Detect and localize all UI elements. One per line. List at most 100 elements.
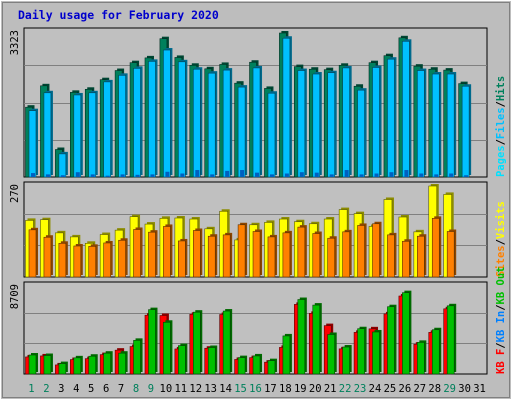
x-tick-label: 20: [309, 383, 322, 395]
bar-sites: [267, 234, 277, 278]
bar-sites: [28, 227, 38, 278]
bar-sites: [43, 235, 53, 278]
bar-files: [103, 79, 113, 178]
legend-kbytes: KB F/KB In/KB Out: [495, 267, 507, 375]
bar-files: [88, 90, 98, 178]
x-tick-label: 18: [279, 383, 292, 395]
bar-pages: [269, 174, 274, 177]
bar-kb-out: [312, 303, 322, 375]
bar-files: [342, 65, 352, 178]
bar-sites: [357, 223, 367, 278]
x-tick-label: 19: [294, 383, 307, 395]
legend-entry: KB F: [495, 349, 507, 374]
bar-sites: [58, 241, 68, 278]
bar-kb-out: [327, 332, 337, 375]
bar-kb-out: [297, 297, 307, 375]
bar-pages: [374, 173, 379, 177]
bar-sites: [372, 221, 382, 278]
bar-kb-out: [237, 355, 248, 375]
bar-pages: [344, 170, 349, 177]
bar-pages: [120, 174, 125, 177]
x-tick-label: 27: [413, 383, 426, 395]
bar-files: [461, 84, 472, 178]
bar-kb-out: [163, 320, 173, 375]
bar-pages: [404, 170, 409, 177]
bar-kb-out: [387, 304, 397, 375]
chart-panels: 3323Pages/Files/Hits270Sites/Visits8709K…: [9, 27, 507, 375]
bar-kb-out: [118, 351, 128, 375]
bar-files: [148, 59, 158, 178]
bar-sites: [252, 229, 263, 278]
legend-visits-sites: Sites/Visits: [495, 201, 507, 277]
x-tick-label: 23: [354, 383, 367, 395]
legend-entry: Pages: [495, 145, 507, 177]
y-max-label: 270: [9, 184, 21, 203]
legend-entry: Files: [495, 107, 507, 139]
x-tick-label: 31: [473, 383, 486, 395]
bar-files: [252, 65, 263, 178]
bar-kb-out: [148, 307, 158, 375]
bar-kb-out: [417, 340, 427, 375]
x-tick-label: 17: [264, 383, 277, 395]
x-tick-label: 4: [73, 383, 79, 395]
bar-kb-out: [43, 353, 53, 375]
bar-kb-out: [357, 326, 367, 375]
bar-files: [118, 73, 128, 178]
x-tick-label: 8: [133, 383, 139, 395]
bar-pages: [299, 172, 304, 177]
legend-entry: /: [495, 139, 507, 145]
x-tick-label: 3: [58, 383, 64, 395]
bar-pages: [464, 175, 469, 177]
bar-sites: [192, 228, 203, 278]
bar-files: [73, 92, 83, 178]
bar-kb-out: [178, 343, 188, 375]
x-tick-label: 12: [189, 383, 202, 395]
bar-pages: [105, 175, 110, 177]
legend-entry: KB Out: [495, 267, 507, 305]
bar-pages: [359, 174, 364, 177]
bar-sites: [178, 238, 188, 278]
bar-kb-out: [252, 353, 263, 375]
x-tick-label: 5: [88, 383, 94, 395]
bar-sites: [327, 236, 337, 278]
bar-kb-out: [207, 345, 218, 375]
x-tick-label: 30: [458, 383, 471, 395]
bar-pages: [225, 170, 230, 177]
bar-sites: [446, 229, 457, 278]
bar-pages: [165, 171, 170, 177]
legend-entry: KB In: [495, 311, 507, 343]
bar-sites: [417, 234, 427, 278]
bar-files: [431, 72, 442, 178]
bar-sites: [431, 216, 442, 278]
bar-pages: [210, 174, 215, 177]
x-tick-label: 13: [204, 383, 217, 395]
bar-sites: [297, 225, 307, 278]
legend-entry: Hits: [495, 76, 507, 101]
bar-pages: [90, 174, 95, 177]
x-tick-label: 10: [160, 383, 173, 395]
bar-sites: [342, 229, 352, 278]
legend-hits-files-pages: Pages/Files/Hits: [495, 76, 507, 177]
bar-sites: [133, 227, 143, 278]
bar-kb-out: [58, 361, 68, 375]
bar-sites: [73, 243, 83, 278]
x-tick-label: 7: [118, 383, 124, 395]
bar-sites: [282, 230, 292, 278]
legend-entry: /: [495, 239, 507, 245]
bar-files: [192, 67, 203, 178]
x-tick-label: 16: [249, 383, 262, 395]
bar-pages: [150, 174, 155, 177]
bar-files: [312, 72, 322, 178]
bar-pages: [419, 173, 424, 177]
bar-pages: [135, 174, 140, 177]
bar-kb-out: [222, 309, 233, 375]
bar-kb-out: [267, 358, 277, 375]
bar-files: [282, 36, 292, 178]
x-axis-labels: 1 2 3 4 5 6 7 8 9 10 11 12 13 14 15 16 17 18 19 20 21 22 23 24 2…: [28, 383, 486, 395]
x-tick-label: 24: [369, 383, 382, 395]
bar-kb-out: [402, 290, 412, 375]
bar-kb-out: [28, 353, 38, 375]
